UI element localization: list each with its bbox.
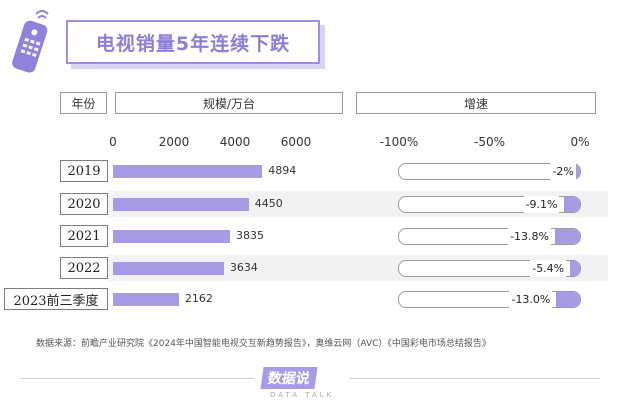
growth-tick-label: -100% [379,135,419,149]
growth-value-label: -2% [550,163,576,180]
growth-bar [555,229,580,244]
volume-value-label: 2162 [184,292,213,305]
brand-logo-subtext: DATA TALK [270,391,335,399]
year-label: 2020 [60,193,108,215]
footer-divider-right [350,378,600,379]
growth-tick-label: -50% [473,135,506,149]
volume-bar [113,165,263,178]
chart-title-box: 电视销量5年连续下跌 [66,20,320,64]
header-year: 年份 [60,92,107,114]
chart-title: 电视销量5年连续下跌 [95,32,291,55]
volume-bar [113,198,249,211]
volume-value-label: 3634 [229,261,258,274]
growth-bar [556,292,580,307]
year-label: 2022 [60,257,108,279]
footer-divider-left [20,378,255,379]
growth-value-label: -9.1% [523,196,560,213]
growth-bar [576,164,580,179]
year-label: 2021 [60,225,108,247]
volume-tick-label: 2000 [158,135,190,149]
volume-tick-label: 6000 [280,135,312,149]
growth-value-label: -13.0% [509,291,553,308]
data-source-note: 数据来源：前瞻产业研究院《2024年中国智能电视交互新趋势报告》，奥维云网（AV… [36,339,491,349]
volume-bar [113,293,179,306]
header-volume: 规模/万台 [115,92,343,114]
growth-bar [563,197,580,212]
growth-bar-track [398,291,581,308]
volume-tick-label: 4000 [219,135,251,149]
growth-bar [570,261,580,276]
volume-value-label: 3835 [235,229,264,242]
growth-tick-label: 0% [570,135,590,149]
brand-logo-text: 数据说 [260,367,318,389]
growth-bar-track [398,163,581,180]
brand-logo: 数据说 DATA TALK [260,367,342,401]
volume-tick-label: 0 [109,135,117,149]
growth-value-label: -5.4% [530,260,567,277]
volume-bar [113,262,224,275]
year-label: 2019 [60,160,108,182]
volume-bar [113,230,230,243]
growth-value-label: -13.8% [508,228,551,245]
remote-control-icon [12,10,49,73]
growth-bar-track [398,228,581,245]
header-growth: 增速 [356,92,596,114]
year-label: 2023前三季度 [4,288,108,310]
volume-value-label: 4894 [268,164,297,177]
volume-value-label: 4450 [254,197,283,210]
